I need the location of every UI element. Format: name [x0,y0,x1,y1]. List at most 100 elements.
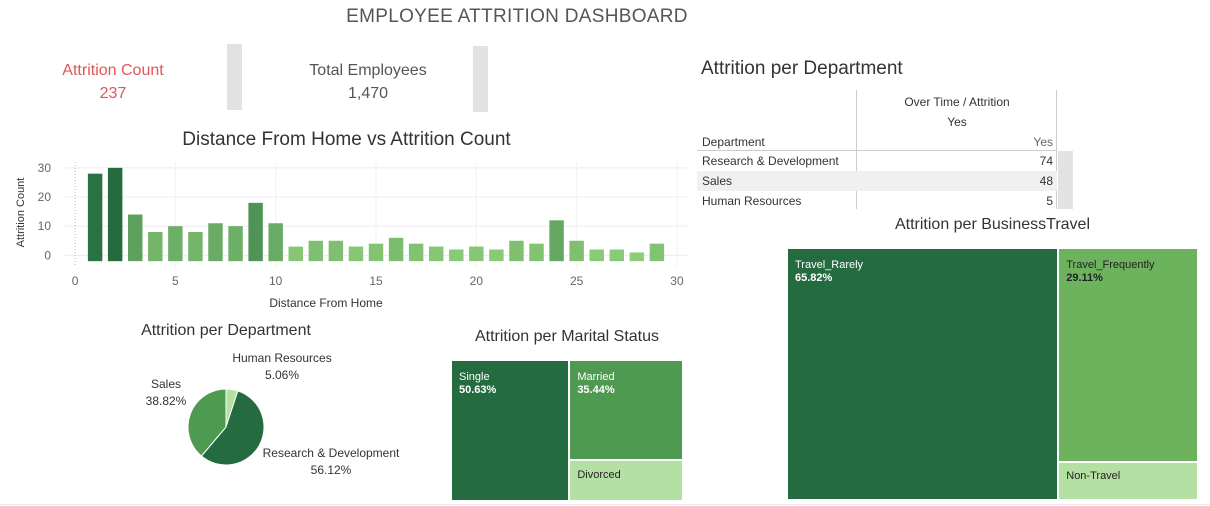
pie-slice[interactable] [187,388,227,457]
bar[interactable] [428,246,444,262]
table-row-label: Research & Development [702,154,839,168]
bar[interactable] [148,232,163,262]
bar[interactable] [188,232,203,262]
table-col-header: Yes [1033,135,1053,149]
treemap-cell[interactable]: Divorced [569,460,683,501]
distance-chart-title: Distance From Home vs Attrition Count [182,129,511,150]
bar[interactable] [368,243,384,262]
x-axis-label: Distance From Home [269,296,383,310]
y-tick-label: 10 [38,219,52,233]
travel-title: Attrition per BusinessTravel [894,216,1091,233]
bar[interactable] [208,223,223,262]
table-header-top: Over Time / Attrition [904,95,1010,109]
treemap-cell[interactable]: Single 50.63% [451,360,570,501]
treemap-cell-percent: 35.44% [577,384,615,396]
attrition-count-label: Attrition Count [62,62,164,79]
dept-crosstab: Over Time / Attrition Yes Department Yes… [697,90,1077,210]
bar[interactable] [529,243,544,262]
bar-marks [87,167,665,262]
pie-labels: Research & Development 56.12% Sales 38.82% H… [146,351,400,477]
bar[interactable] [629,252,645,262]
pie-slices [187,388,265,466]
department-pie-chart: Research & Development 56.12% Sales 38.82% H… [146,351,400,477]
treemap-cell[interactable]: Married 35.44% [569,360,683,461]
bar[interactable] [388,237,404,262]
table-header-mid: Yes [947,115,967,129]
table-scrollbar[interactable] [1058,151,1073,209]
bar[interactable] [228,226,243,262]
bar[interactable] [549,220,564,262]
total-employees-value: 1,470 [347,85,389,102]
dashboard-title: EMPLOYEE ATTRITION DASHBOARD [346,6,688,27]
marital-title: Attrition per Marital Status [474,328,660,345]
pie-slice[interactable] [200,390,265,466]
marital-treemap: Single 50.63% Married 35.44% Divorced [451,360,683,501]
y-tick-label: 0 [44,248,51,262]
x-tick-label: 20 [470,274,484,288]
table-divider [856,90,857,209]
bar[interactable] [649,243,665,262]
table-divider [1056,90,1057,209]
treemap-cell-label: Travel_Rarely [795,259,864,271]
treemap-cell[interactable]: Non-Travel [1058,462,1198,500]
pie-slice-percent: 56.12% [311,463,352,477]
travel-treemap: Travel_Rarely 65.82% Travel_Frequently 29.1… [787,248,1198,500]
pie-slice-label: Research & Development [263,446,400,460]
bar[interactable] [408,243,424,262]
bar[interactable] [248,202,263,262]
kpi-separator [227,44,242,110]
pie-slice-label: Human Resources [232,351,331,365]
bar[interactable] [328,240,344,262]
bar[interactable] [107,167,123,262]
y-tick-label: 30 [38,161,52,175]
y-axis-label: Attrition Count [15,178,27,248]
pie-title: Attrition per Department [141,322,311,339]
treemap-cell[interactable]: Travel_Frequently 29.11% [1058,248,1198,463]
bar[interactable] [509,240,524,262]
treemap-cell-percent: 65.82% [795,272,833,284]
treemap-cell-label: Single [459,371,490,383]
treemap-cell-percent: 50.63% [459,384,497,396]
table-row-value: 74 [1039,154,1053,168]
bar[interactable] [268,223,283,262]
dept-table-title: Attrition per Department [701,58,903,79]
y-tick-label: 20 [38,190,52,204]
bar[interactable] [589,249,604,262]
bar[interactable] [569,240,584,262]
bar[interactable] [308,240,324,262]
treemap-cell[interactable]: Travel_Rarely 65.82% [787,248,1059,500]
treemap-cell-label: Travel_Frequently [1066,259,1155,271]
pie-slice-label: Sales [151,377,181,391]
bar[interactable] [288,246,303,262]
x-tick-label: 5 [172,274,179,288]
bar[interactable] [489,249,504,262]
bar[interactable] [128,214,143,262]
bar[interactable] [469,246,484,262]
attrition-count-value: 237 [99,85,127,102]
table-row-header: Department [702,135,765,149]
treemap-cell-label: Married [577,371,615,383]
distance-bar-chart: 0 10 20 30 0 5 10 15 20 25 30 Distance From Home Att… [15,161,687,310]
table-row-value: 48 [1039,174,1053,188]
table-row: Human Resources 5 [697,191,1057,211]
bar[interactable] [87,173,103,262]
bar[interactable] [168,226,183,262]
bar-axes: 0 10 20 30 0 5 10 15 20 25 30 Distance From Home Att… [15,161,684,310]
table-row-label: Sales [702,174,733,188]
treemap-cell-label: Non-Travel [1066,469,1121,482]
bar[interactable] [609,249,624,262]
table-row: Research & Development 74 [697,151,1057,171]
table-row: Sales 48 [697,171,1057,191]
bar[interactable] [449,249,464,262]
treemap-cell-label: Divorced [577,469,621,482]
x-tick-label: 15 [369,274,383,288]
pie-slice-percent: 5.06% [265,368,299,382]
x-tick-label: 30 [670,274,684,288]
x-tick-label: 10 [269,274,283,288]
table-row-value: 5 [1046,194,1053,208]
kpi-separator [473,46,488,112]
x-tick-label: 25 [570,274,584,288]
total-employees-label: Total Employees [309,62,427,79]
x-tick-label: 0 [72,274,79,288]
bar[interactable] [348,246,364,262]
